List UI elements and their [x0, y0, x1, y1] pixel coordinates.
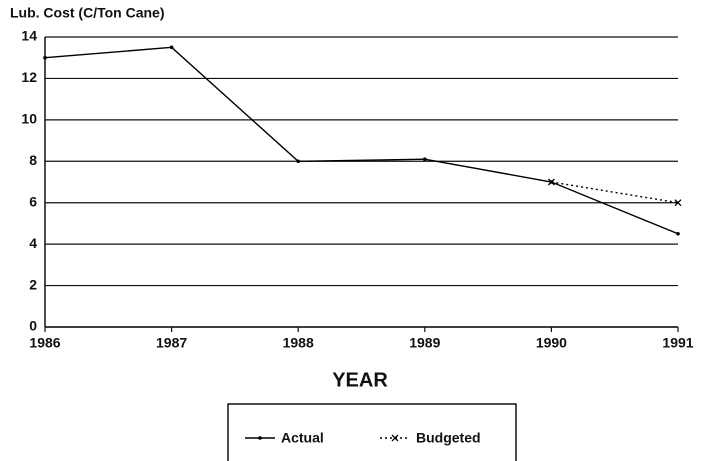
point-marker	[296, 159, 301, 164]
x-axis-label: YEAR	[332, 369, 388, 391]
legend-label: Actual	[281, 430, 324, 446]
y-tick-label: 4	[29, 235, 37, 251]
point-marker	[547, 178, 555, 186]
point-marker	[169, 45, 174, 50]
x-tick-label: 1989	[409, 335, 440, 351]
legend-label: Budgeted	[416, 430, 481, 446]
y-tick-label: 0	[29, 318, 37, 334]
x-tick-label: 1986	[29, 335, 60, 351]
y-tick-label: 6	[29, 193, 37, 209]
point-marker	[676, 231, 680, 236]
legend-marker	[391, 434, 399, 442]
legend-box	[227, 403, 517, 461]
point-marker	[423, 157, 427, 162]
x-tick-label: 1990	[536, 335, 567, 351]
point-marker	[674, 199, 682, 207]
series-line	[551, 181, 679, 204]
x-tick-label: 1988	[283, 335, 314, 351]
x-tick-label: 1987	[156, 335, 187, 351]
y-tick-label: 12	[21, 69, 37, 85]
y-axis-label: Lub. Cost (C/Ton Cane)	[10, 5, 165, 21]
legend-marker	[258, 436, 262, 440]
x-tick-label: 1991	[662, 335, 693, 351]
point-marker	[43, 55, 47, 60]
y-tick-label: 2	[29, 276, 37, 292]
y-tick-label: 10	[21, 111, 37, 127]
series-line	[44, 46, 679, 235]
y-tick-label: 8	[29, 152, 37, 168]
y-tick-label: 14	[21, 28, 37, 44]
